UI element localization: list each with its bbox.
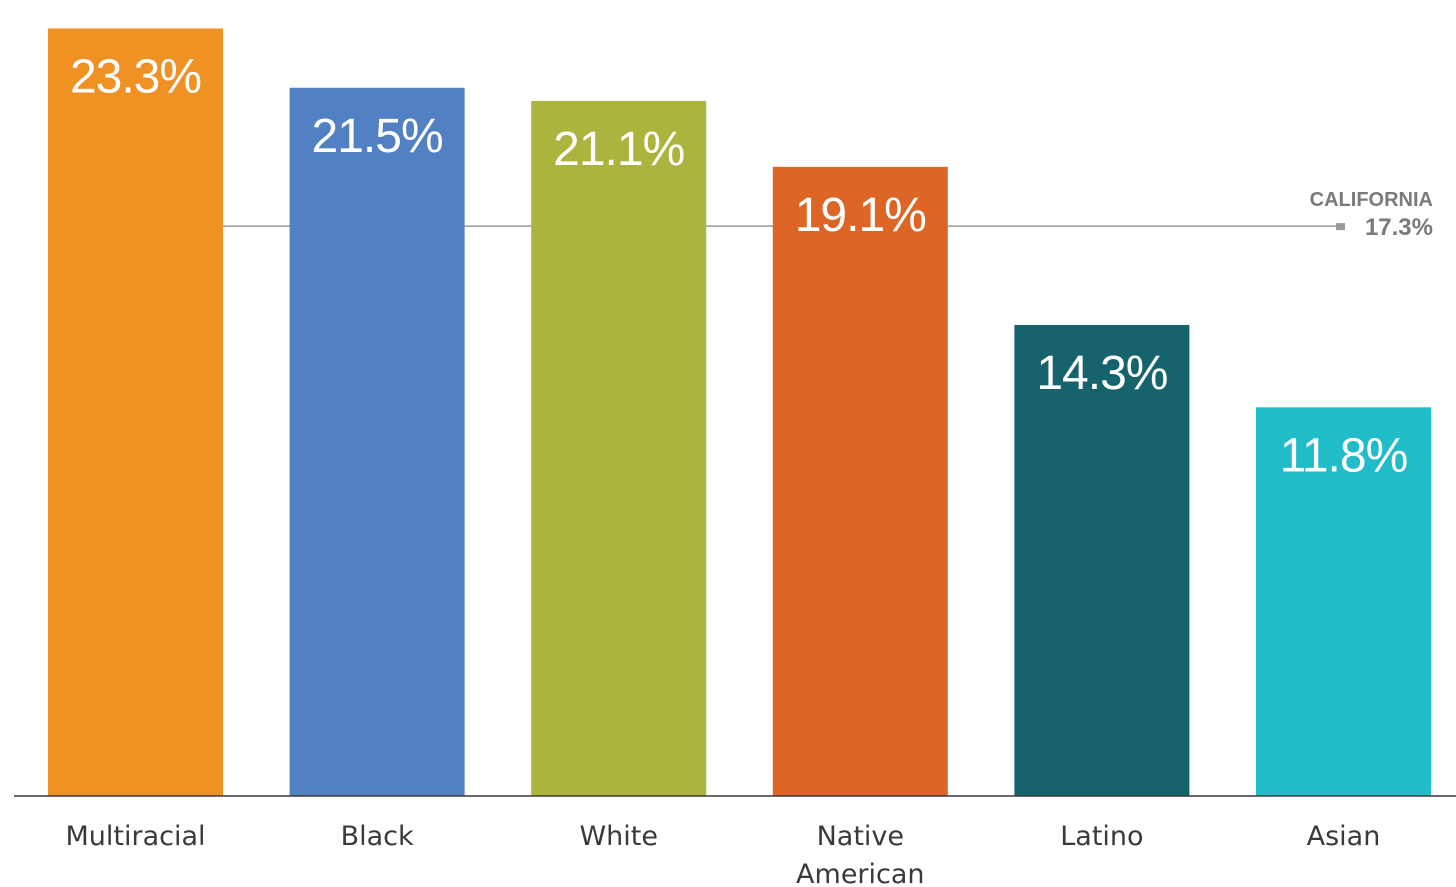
x-tick-label: Multiracial [65, 821, 205, 852]
bar-value-label: 21.1% [553, 123, 684, 176]
x-tick-label-line: Black [341, 821, 414, 852]
x-tick-label: White [579, 821, 658, 852]
reference-label-layer: CALIFORNIA 17.3% [1310, 189, 1433, 241]
x-axis-layer: Multiracial Black White Native American Latin… [14, 795, 1456, 887]
bar-value-label: 23.3% [70, 50, 201, 103]
bar-asian [1256, 407, 1431, 796]
x-tick-label-line: Native [817, 821, 904, 852]
reference-line-marker-icon [1336, 223, 1345, 231]
bars-layer: 23.3% 21.5% 21.1% 19.1% 14.3% 11.8% [48, 28, 1431, 797]
x-tick-label-line: Multiracial [65, 821, 205, 852]
x-tick-label: Latino [1060, 821, 1143, 852]
bar-value-label: 11.8% [1280, 429, 1408, 482]
bar-native-american [772, 166, 948, 796]
x-tick-label: Native American [796, 821, 925, 887]
bar-value-label: 19.1% [795, 189, 926, 242]
x-tick-label-line: American [796, 859, 925, 887]
reference-line-value: 17.3% [1365, 214, 1433, 241]
bar-latino [1014, 324, 1190, 796]
x-tick-label-line: White [579, 821, 658, 852]
reference-line-label: CALIFORNIA [1310, 189, 1433, 211]
x-tick-label-line: Asian [1307, 821, 1381, 852]
bar-value-label: 14.3% [1036, 347, 1167, 400]
x-tick-label: Black [341, 821, 414, 852]
bar-white [531, 100, 707, 797]
bar-value-label: 21.5% [312, 110, 443, 163]
x-tick-label-line: Latino [1060, 821, 1143, 852]
bar-black [289, 87, 465, 796]
x-tick-label: Asian [1307, 821, 1381, 852]
bar-multiracial [48, 28, 223, 797]
